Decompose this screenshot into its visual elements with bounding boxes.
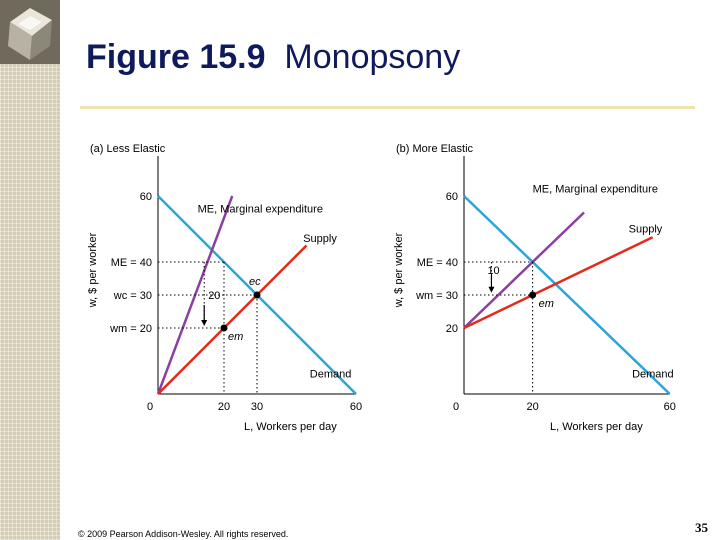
decorative-sidebar [0,0,60,540]
gap-arrow-head-b [488,286,495,293]
x-tick-label-b-0: 0 [453,401,459,413]
title-figure-number: Figure 15.9 [86,38,266,76]
y-tick-label-a-3: wm = 20 [109,323,152,335]
series-supply-line-b [463,236,654,330]
y-tick-label-a-0: 60 [140,191,152,203]
point-em-a [220,324,228,332]
gap-arrow-head-a [201,320,208,326]
slide-title: Figure 15.9 Monopsony [86,38,460,77]
y-axis-label-a: w, $ per worker [87,232,99,308]
glass-cube-icon [0,0,60,64]
point-ec-a [253,291,261,299]
x-tick-label-b-2: 60 [664,401,676,413]
panel-a-label: (a) Less Elastic [90,143,166,155]
title-underline [80,106,695,109]
series-label-me-a: ME, Marginal expenditure [198,204,323,216]
x-tick-label-a-3: 60 [350,401,362,413]
series-label-supply-a: Supply [303,233,337,245]
y-tick-label-b-2: wm = 30 [415,290,458,302]
gap-annotation-a: 20 [208,290,220,302]
gap-annotation-b: 10 [487,265,499,277]
x-tick-label-a-1: 20 [218,401,230,413]
x-tick-label-a-0: 0 [147,401,153,413]
title-topic: Monopsony [284,38,461,76]
series-label-demand-a: Demand [310,368,352,380]
point-em-b [529,291,537,299]
point-label-em-b: em [539,298,554,310]
series-label-supply-b: Supply [629,223,663,235]
x-tick-label-b-1: 20 [526,401,538,413]
series-me-line-b [463,211,585,329]
point-label-em-a: em [228,331,243,343]
y-tick-label-a-2: wc = 30 [113,290,152,302]
series-demand-line-b [463,195,671,395]
y-axis-label-b: w, $ per worker [393,232,405,308]
series-label-demand-b: Demand [632,368,674,380]
y-tick-label-b-3: 20 [446,323,458,335]
series-label-me-b: ME, Marginal expenditure [533,184,658,196]
copyright-notice: © 2009 Pearson Addison-Wesley. All right… [78,529,289,539]
series-supply-line-a [157,244,308,395]
y-tick-label-b-1: ME = 40 [417,257,458,269]
y-tick-label-a-1: ME = 40 [111,257,152,269]
x-axis-label-b: L, Workers per day [550,421,643,433]
x-tick-label-a-2: 30 [251,401,263,413]
monopsony-charts: (a) Less Elastic L, Workers per day w, $ p… [87,143,676,433]
page-number: 35 [695,520,708,535]
panel-b-label: (b) More Elastic [396,143,474,155]
y-tick-label-b-0: 60 [446,191,458,203]
point-label-ec-a: ec [249,276,261,288]
x-axis-label-a: L, Workers per day [244,421,337,433]
